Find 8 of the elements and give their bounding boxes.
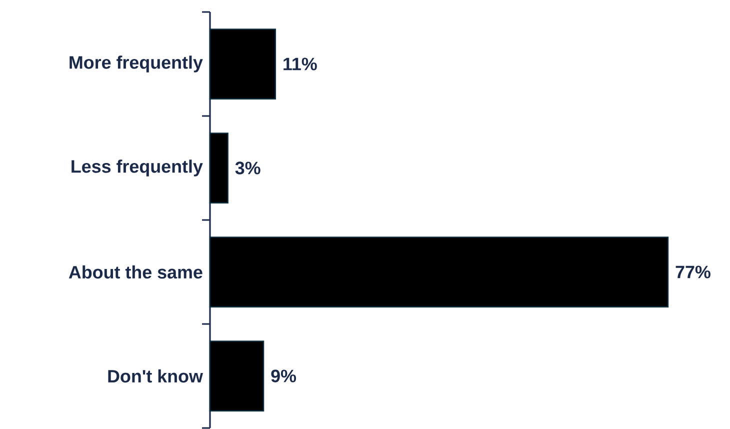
y-tick-label: About the same (68, 265, 202, 279)
y-tick-label: Less frequently (72, 160, 203, 176)
data-label: 3% (235, 162, 260, 174)
y-tick-label: Don't know (108, 369, 204, 383)
data-label: 11% (284, 58, 317, 70)
data-label: 9% (271, 370, 296, 382)
data-label: 77% (676, 266, 710, 278)
y-tick-label: More frequently (70, 56, 203, 72)
